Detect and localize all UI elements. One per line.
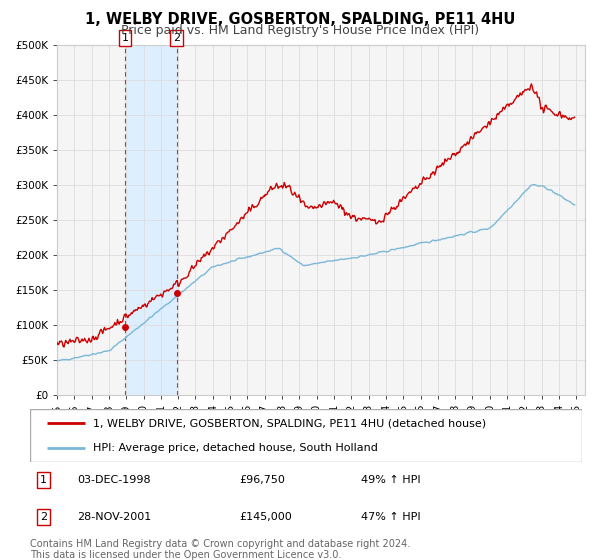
FancyBboxPatch shape: [30, 409, 582, 462]
Text: 1, WELBY DRIVE, GOSBERTON, SPALDING, PE11 4HU: 1, WELBY DRIVE, GOSBERTON, SPALDING, PE1…: [85, 12, 515, 27]
Text: Contains HM Land Registry data © Crown copyright and database right 2024.
This d: Contains HM Land Registry data © Crown c…: [30, 539, 410, 560]
Text: 1: 1: [40, 475, 47, 485]
Text: HPI: Average price, detached house, South Holland: HPI: Average price, detached house, Sout…: [94, 442, 379, 452]
Text: Price paid vs. HM Land Registry's House Price Index (HPI): Price paid vs. HM Land Registry's House …: [121, 24, 479, 37]
Text: 03-DEC-1998: 03-DEC-1998: [77, 475, 151, 485]
Text: £96,750: £96,750: [240, 475, 286, 485]
Text: 1: 1: [121, 33, 128, 43]
Text: 2: 2: [173, 33, 180, 43]
Text: 2: 2: [40, 512, 47, 522]
Text: 49% ↑ HPI: 49% ↑ HPI: [361, 475, 421, 485]
Text: 1, WELBY DRIVE, GOSBERTON, SPALDING, PE11 4HU (detached house): 1, WELBY DRIVE, GOSBERTON, SPALDING, PE1…: [94, 418, 487, 428]
Bar: [125, 45, 176, 395]
Text: 28-NOV-2001: 28-NOV-2001: [77, 512, 151, 522]
Text: 47% ↑ HPI: 47% ↑ HPI: [361, 512, 421, 522]
Text: £145,000: £145,000: [240, 512, 293, 522]
